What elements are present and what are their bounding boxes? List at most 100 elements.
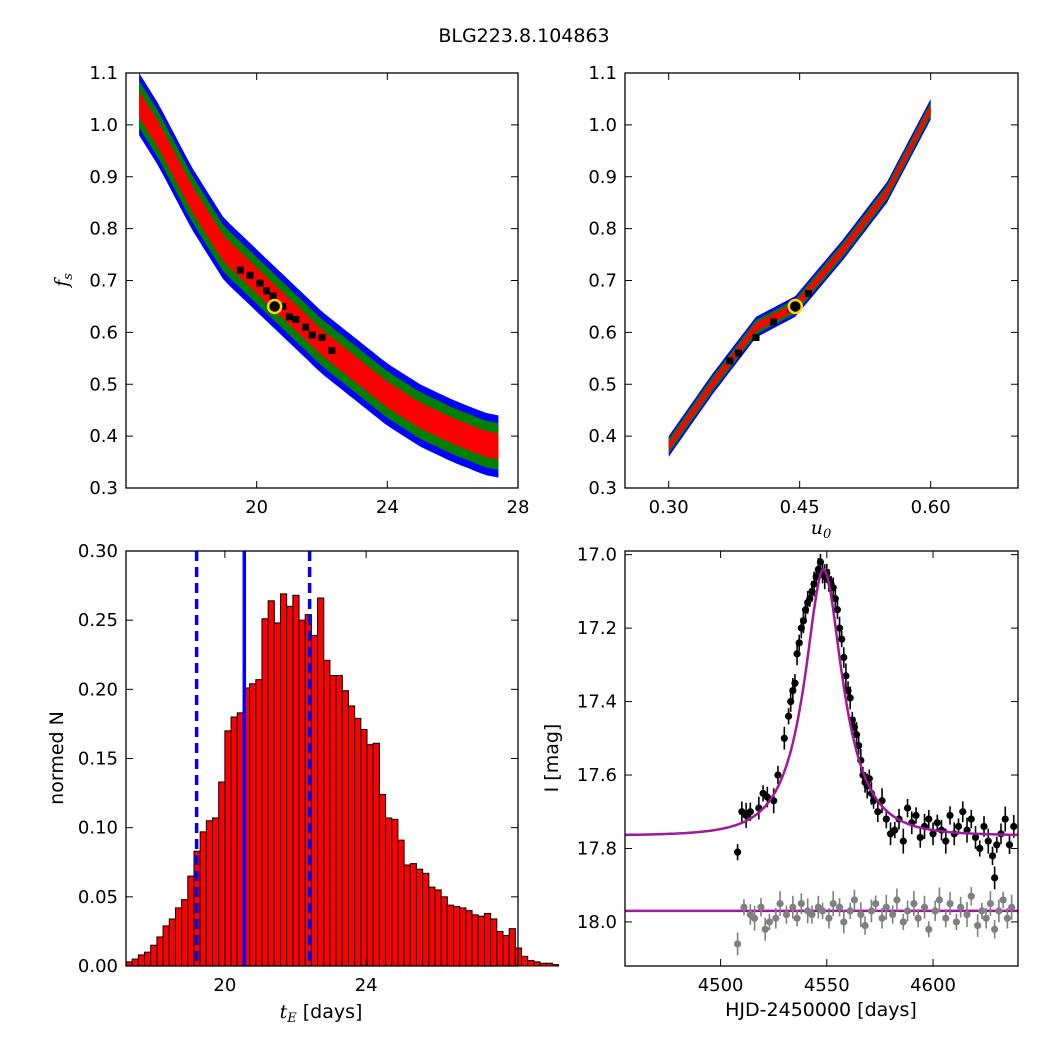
- histogram-bar: [360, 728, 368, 967]
- fs_vs_u0-black-point: [804, 289, 812, 297]
- lightcurve-point: [925, 925, 933, 933]
- lightcurve-point: [976, 844, 984, 853]
- lightcurve-point: [916, 833, 924, 842]
- histogram-bar: [236, 712, 244, 967]
- lightcurve-point: [733, 940, 742, 948]
- lightcurve-point: [793, 914, 801, 922]
- fs_vs_u0-xtick-label: 0.45: [780, 497, 820, 518]
- fs_vs_tE-black-point: [308, 331, 316, 339]
- lightcurve-point: [899, 918, 907, 926]
- tE_histogram-xtick-label: 24: [355, 975, 378, 996]
- tE_histogram-ytick-label: 0.15: [78, 749, 118, 770]
- histogram-bar: [366, 744, 374, 967]
- histogram-bar: [354, 717, 362, 967]
- lightcurve-point: [925, 815, 933, 823]
- panel-tE-histogram-ylabel: normed N: [46, 711, 68, 805]
- lightcurve-point: [971, 833, 980, 842]
- histogram-bar: [533, 961, 541, 967]
- fs_vs_tE-ytick-label: 0.3: [89, 478, 118, 499]
- lightcurve-point: [840, 653, 848, 662]
- fs_vs_u0-xtick-label: 0.60: [911, 497, 951, 518]
- histogram-bar: [422, 872, 430, 967]
- fs_vs_u0-ytick-label: 0.8: [588, 219, 617, 240]
- histogram-bar: [521, 955, 529, 967]
- lightcurve-point: [797, 899, 805, 908]
- histogram-bar: [459, 907, 467, 967]
- histogram-bar: [434, 889, 442, 967]
- histogram-bar: [551, 964, 560, 967]
- lightcurve-point: [882, 903, 890, 911]
- lightcurve-point: [929, 830, 937, 838]
- histogram-bar: [545, 962, 553, 967]
- lightcurve-point: [954, 822, 963, 831]
- fs_vs_tE-black-point: [292, 315, 300, 323]
- fs_vs_u0-ytick-label: 0.5: [588, 374, 617, 395]
- histogram-bar: [187, 875, 195, 967]
- fs_vs_tE-xtick-label: 20: [245, 497, 268, 518]
- histogram-bar: [409, 863, 417, 967]
- histogram-bar: [471, 914, 479, 967]
- lightcurve-point: [791, 679, 799, 687]
- histogram-bar: [415, 868, 424, 967]
- fs_vs_tE-black-point: [262, 287, 270, 295]
- fs_vs_tE-ytick-label: 1.1: [89, 63, 118, 84]
- lightcurve-point: [984, 837, 992, 845]
- histogram-bar: [317, 597, 325, 967]
- histogram-bar: [477, 915, 485, 967]
- lightcurve-point: [774, 771, 782, 779]
- lightcurve-point: [999, 896, 1007, 904]
- panel-fs-vs-tE: 20 24 28 0.3 0.4 0.5 0.6 0.7 0.8 0.9 1.0 1.1 fs: [51, 63, 529, 518]
- histogram-bar: [218, 781, 226, 967]
- lightcurve-ytick-label: 18.0: [577, 912, 617, 933]
- lightcurve-point: [757, 903, 765, 911]
- lightcurve-point: [946, 899, 954, 908]
- lightcurve-xtick-label: 4500: [698, 975, 744, 996]
- lightcurve-ytick-label: 17.6: [577, 765, 617, 786]
- lightcurve-point: [846, 694, 854, 702]
- lightcurve-point: [963, 826, 971, 834]
- histogram-bar: [144, 951, 152, 967]
- fs_vs_u0-ytick-label: 0.3: [588, 478, 617, 499]
- histogram-bar: [329, 675, 337, 967]
- fs_vs_u0-black-point: [752, 334, 760, 342]
- lightcurve-point: [740, 903, 748, 911]
- panel-lightcurve-frame: [624, 550, 1019, 967]
- lightcurve-point: [931, 907, 939, 915]
- fs_vs_u0-ytick-label: 1.0: [588, 115, 617, 136]
- fs_vs_tE-black-point: [246, 271, 254, 279]
- fs_vs_tE-best-fit-marker: [266, 298, 283, 315]
- fs_vs_tE-black-point: [279, 302, 287, 310]
- lightcurve-point: [861, 922, 869, 930]
- lightcurve-point: [978, 907, 986, 915]
- lightcurve-point: [889, 910, 897, 919]
- fs_vs_u0-ytick-label: 0.4: [588, 426, 617, 447]
- lightcurve-ytick-label: 17.8: [577, 838, 617, 859]
- fs_vs_tE-ytick-label: 0.5: [89, 374, 118, 395]
- lightcurve-point: [903, 804, 912, 812]
- lightcurve-point: [818, 907, 827, 915]
- fs_vs_u0-black-point: [735, 349, 743, 357]
- lightcurve-point: [761, 925, 769, 933]
- lightcurve-point: [1001, 815, 1009, 823]
- lightcurve-ytick-label: 17.0: [577, 545, 617, 566]
- histogram-bar: [280, 593, 288, 967]
- lightcurve-point: [850, 896, 859, 904]
- lightcurve-point: [782, 910, 791, 919]
- histogram-bar: [323, 659, 331, 967]
- fs_vs_tE-black-point: [328, 347, 336, 355]
- histogram-bar: [261, 618, 269, 967]
- lightcurve-point: [991, 925, 999, 933]
- tE_histogram-ytick-label: 0.05: [78, 887, 118, 908]
- tE_histogram-ytick-label: 0.10: [78, 818, 118, 839]
- histogram-bar: [453, 906, 461, 967]
- fs_vs_u0-xtick-label: 0.30: [649, 497, 689, 518]
- tE_histogram-ytick-label: 0.30: [78, 541, 118, 562]
- lightcurve-point: [835, 903, 844, 911]
- fs_vs_tE-ytick-label: 0.7: [89, 271, 118, 292]
- histogram-bar: [347, 705, 356, 967]
- histogram-bar: [490, 918, 498, 967]
- lightcurve-point: [891, 826, 899, 834]
- histogram-bar: [255, 679, 263, 967]
- fs_vs_tE-ytick-label: 0.4: [89, 426, 118, 447]
- lightcurve-point: [840, 918, 848, 926]
